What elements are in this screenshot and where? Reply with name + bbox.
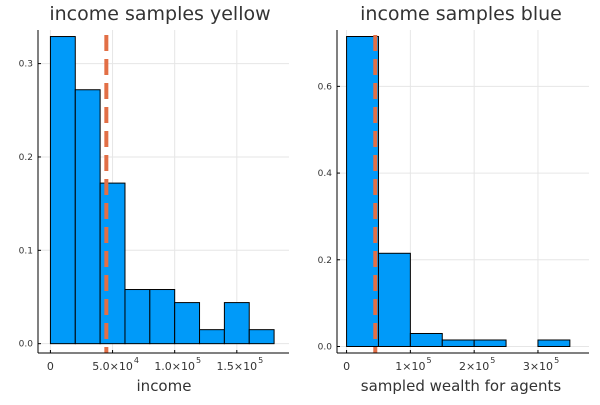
chart-title: income samples blue	[360, 3, 562, 25]
x-tick-label: 0	[343, 360, 350, 373]
histogram-bar	[99, 182, 126, 345]
histogram-bar	[441, 339, 475, 347]
histogram-bar	[174, 302, 201, 345]
histogram-bar	[124, 289, 151, 345]
x-tick-exponent: 5	[258, 356, 263, 365]
chart-title: income samples yellow	[49, 3, 270, 25]
x-axis-label: income	[137, 377, 192, 395]
panel-income-samples-yellow: income samples yellow income 0 5.0×10 4 1.0…	[19, 3, 289, 395]
histogram-bar	[537, 339, 571, 347]
y-tick-label: 0.0	[19, 340, 34, 350]
histogram-bar	[377, 252, 411, 347]
x-tick-label: 1×10	[395, 360, 425, 373]
histogram-bar	[223, 302, 250, 345]
x-tick-exponent: 4	[134, 356, 139, 365]
histogram-bar	[473, 339, 507, 347]
x-tick-exponent: 5	[426, 356, 431, 365]
y-tick-label: 0.3	[19, 60, 33, 70]
histogram-bar	[346, 36, 379, 347]
histogram-bar	[149, 289, 176, 345]
y-tick-label: 0.6	[318, 82, 333, 92]
y-tick-label: 0.2	[318, 256, 332, 266]
x-tick-label: 1.0×10	[154, 360, 195, 373]
x-tick-label: 0	[47, 360, 54, 373]
y-tick-label: 0.1	[19, 246, 33, 256]
panel-income-samples-blue: income samples blue sampled wealth for a…	[318, 3, 589, 395]
x-tick-label: 5.0×10	[92, 360, 133, 373]
x-tick-exponent: 5	[554, 356, 559, 365]
x-tick-label: 1.5×10	[216, 360, 257, 373]
x-axis-label: sampled wealth for agents	[361, 377, 562, 395]
histogram-bar	[248, 329, 275, 345]
y-tick-label: 0.2	[19, 153, 33, 163]
x-tick-exponent: 5	[196, 356, 201, 365]
x-tick-exponent: 5	[490, 356, 495, 365]
x-tick-label: 3×10	[523, 360, 553, 373]
histogram-bar	[199, 329, 225, 345]
y-tick-label: 0.4	[318, 169, 333, 179]
histogram-bar	[409, 332, 443, 347]
x-tick-label: 2×10	[459, 360, 489, 373]
histogram-bar	[49, 36, 76, 345]
y-tick-label: 0.0	[318, 342, 333, 352]
histogram-bar	[74, 89, 101, 345]
